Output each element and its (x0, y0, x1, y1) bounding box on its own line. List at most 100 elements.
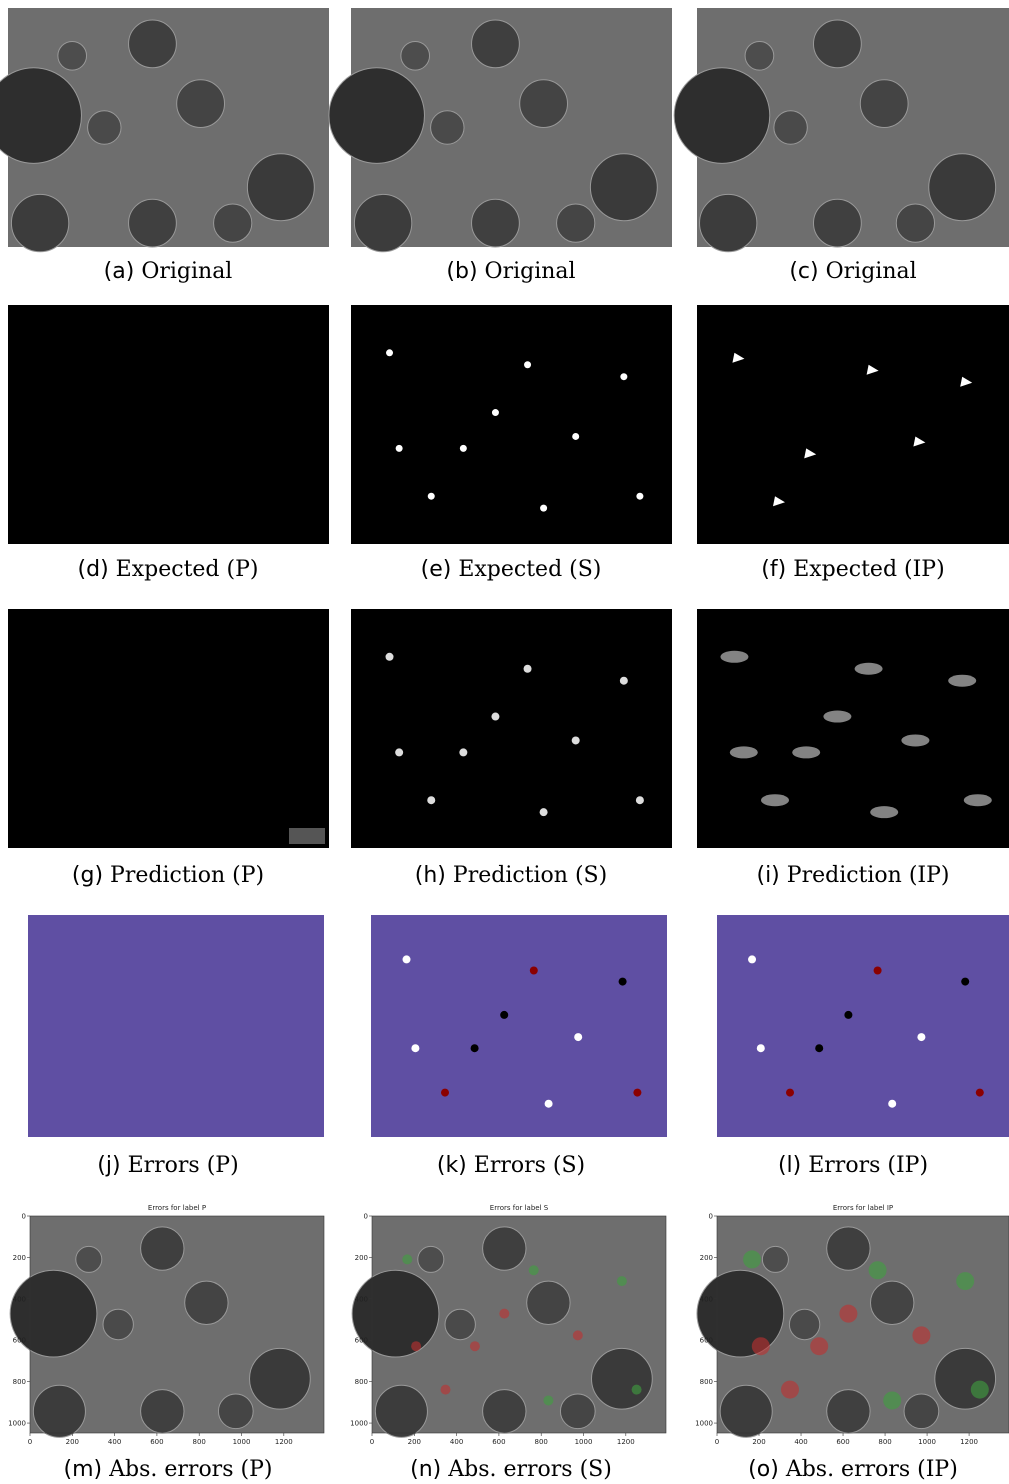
error-overlay (912, 1326, 930, 1344)
mask-spot (620, 373, 627, 380)
mask-spot (396, 445, 403, 452)
pred-blob (948, 675, 976, 687)
y-tick-label: 400 (700, 1295, 713, 1303)
pred-blob (792, 746, 820, 758)
x-tick-label: 0 (715, 1438, 719, 1446)
caption-label: (a) (104, 259, 135, 284)
panel-caption: (j) Errors (P) (97, 1153, 238, 1178)
figure: (a) Original(b) Original(c) Original(d) … (0, 0, 1009, 1484)
y-tick-label: 800 (355, 1378, 368, 1386)
cell-blob (214, 204, 252, 242)
caption-text: Original (826, 259, 917, 284)
x-tick-label: 1000 (233, 1438, 251, 1446)
cell-blob (700, 194, 757, 251)
x-tick-label: 1200 (275, 1438, 293, 1446)
panel-image (697, 609, 1009, 848)
error-overlay (573, 1330, 583, 1340)
x-tick-label: 200 (66, 1438, 79, 1446)
error-spot (403, 955, 411, 963)
cell-blob (560, 1394, 595, 1429)
caption-label: (e) (421, 557, 452, 582)
panel-image (674, 8, 1009, 252)
y-tick-label: 800 (13, 1378, 26, 1386)
pred-spot (524, 665, 532, 673)
error-spot (545, 1100, 553, 1108)
error-overlay (632, 1385, 642, 1395)
panel-caption: (l) Errors (IP) (778, 1153, 928, 1178)
cell-blob (814, 199, 862, 247)
subplot-title: Errors for label P (148, 1204, 206, 1212)
image-background (717, 915, 1009, 1137)
cell-blob (483, 1390, 526, 1433)
error-spot (815, 1044, 823, 1052)
error-overlay (956, 1272, 974, 1290)
panel-image (8, 609, 329, 848)
pred-spot (427, 796, 435, 804)
y-tick-label: 600 (355, 1337, 368, 1345)
cell-blob (762, 1246, 788, 1272)
error-spot (530, 967, 538, 975)
image-background (697, 609, 1009, 848)
panel-image (8, 305, 329, 544)
mask-spot (492, 409, 499, 416)
caption-label: (h) (415, 863, 446, 888)
error-spot (748, 955, 756, 963)
error-spot (471, 1044, 479, 1052)
pred-blob (855, 663, 883, 675)
cell-blob (141, 1227, 184, 1270)
y-tick-label: 600 (13, 1337, 26, 1345)
error-overlay (743, 1250, 761, 1268)
mask-spot (636, 493, 643, 500)
cell-blob (11, 194, 68, 251)
pred-spot (395, 748, 403, 756)
error-overlay (810, 1337, 828, 1355)
error-overlay (839, 1305, 857, 1323)
y-tick-label: 800 (700, 1378, 713, 1386)
cell-blob (860, 80, 908, 128)
caption-label: (g) (72, 863, 103, 888)
image-background (697, 305, 1009, 544)
subplot-title: Errors for label IP (833, 1204, 893, 1212)
mask-spot (460, 445, 467, 452)
caption-text: Errors (S) (474, 1153, 585, 1178)
cell-blob (592, 1348, 653, 1409)
error-overlay (499, 1309, 509, 1319)
pred-blob (730, 746, 758, 758)
x-tick-label: 1200 (617, 1438, 635, 1446)
error-spot (619, 978, 627, 986)
cell-blob (745, 41, 774, 70)
error-spot (844, 1011, 852, 1019)
pred-blob (761, 794, 789, 806)
panel-image (0, 8, 329, 252)
panel-caption: (k) Errors (S) (437, 1153, 585, 1178)
image-background (28, 915, 324, 1137)
image-background (8, 609, 329, 848)
y-tick-label: 200 (13, 1254, 26, 1262)
error-overlay (617, 1276, 627, 1286)
y-tick-label: 0 (22, 1213, 26, 1221)
caption-text: Errors (IP) (808, 1153, 928, 1178)
x-tick-label: 400 (450, 1438, 463, 1446)
error-spot (917, 1033, 925, 1041)
mask-spot (572, 433, 579, 440)
x-tick-label: 600 (492, 1438, 505, 1446)
panel-caption: (m) Abs. errors (P) (64, 1457, 273, 1482)
image-background (8, 305, 329, 544)
panel-caption: (h) Prediction (S) (415, 863, 607, 888)
cell-blob (935, 1348, 996, 1409)
x-tick-label: 1000 (575, 1438, 593, 1446)
cell-blob (418, 1246, 444, 1272)
pred-noise (289, 828, 325, 844)
y-tick-label: 1000 (350, 1420, 368, 1428)
cell-blob (76, 1246, 102, 1272)
x-tick-label: 800 (878, 1438, 891, 1446)
mask-spot (524, 361, 531, 368)
panel-caption: (i) Prediction (IP) (756, 863, 949, 888)
error-spot (976, 1089, 984, 1097)
cell-blob (33, 1385, 85, 1437)
cell-blob (674, 68, 770, 164)
cell-blob (814, 20, 862, 68)
panel-image (352, 1216, 666, 1437)
caption-label: (j) (97, 1153, 120, 1178)
cell-blob (483, 1227, 526, 1270)
